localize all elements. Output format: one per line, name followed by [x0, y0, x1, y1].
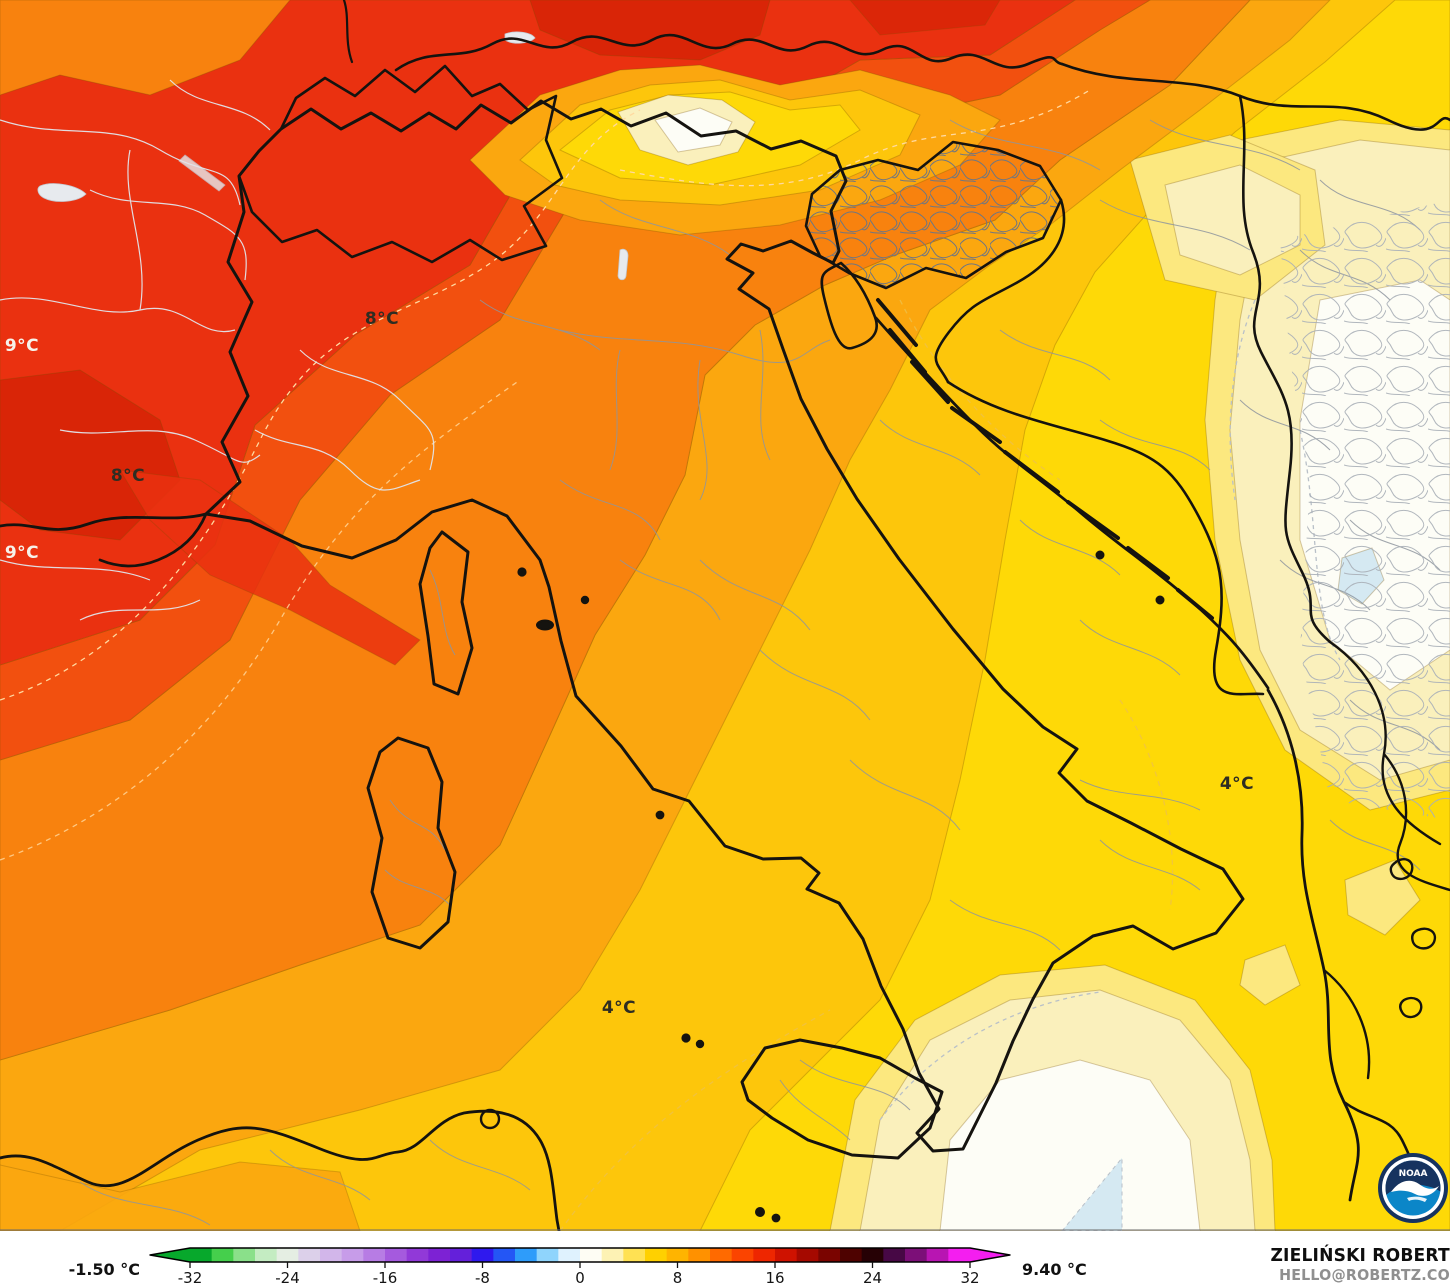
temperature-map: 9°C 8°C 9°C 8°C 4°C 4°C NOAA	[0, 0, 1450, 1231]
sicily-coast	[740, 1038, 944, 1160]
noaa-logo-emblem	[1385, 1160, 1441, 1216]
italy-border	[204, 99, 1245, 1153]
greek-island-3	[1399, 996, 1423, 1019]
svg-text:32: 32	[960, 1269, 979, 1287]
aeolian-dot-1	[681, 1033, 691, 1043]
serbia-mesh	[1280, 200, 1450, 820]
germany-austria-border	[394, 33, 1064, 72]
map-temp-label-0: 9°C	[4, 336, 40, 356]
island-dot-2	[580, 595, 590, 605]
croatia-slovenia-border	[934, 198, 1066, 384]
corsica-coast	[418, 530, 474, 696]
temp-zone-lightyellow-spot2	[1239, 944, 1301, 1006]
north-africa-coast	[0, 1109, 561, 1231]
svg-text:-32: -32	[178, 1269, 203, 1287]
svg-text:-16: -16	[373, 1269, 398, 1287]
island-dot-3	[655, 810, 665, 820]
temp-zone-white-south	[939, 1059, 1201, 1231]
admin-borders-light	[0, 79, 435, 621]
sardinia-coast	[366, 736, 457, 950]
macedonia-borders	[1322, 640, 1450, 1080]
slovenia-border	[804, 140, 1063, 290]
temp-zone-deepred-top	[529, 0, 771, 61]
noaa-seagull-icon	[1391, 1180, 1439, 1196]
svg-text:24: 24	[863, 1269, 882, 1287]
lake-geneva	[37, 183, 87, 202]
contour-dashes	[0, 89, 1341, 1231]
svg-text:-24: -24	[275, 1269, 300, 1287]
island-dot-1	[517, 567, 527, 577]
map-temp-label-5: 4°C	[601, 998, 637, 1018]
slovenia-mesh	[806, 142, 1061, 288]
temp-zone-ice-south	[1061, 1156, 1123, 1231]
map-temp-label-4: 4°C	[1219, 774, 1255, 794]
author-name: ZIELIŃSKI ROBERT	[1270, 1245, 1450, 1267]
svg-text:8: 8	[673, 1269, 683, 1287]
serbia-border	[1238, 94, 1332, 644]
attribution: ZIELIŃSKI ROBERT HELLO@ROBERTZ.CO	[1270, 1245, 1450, 1284]
map-temp-label-2: 9°C	[4, 543, 40, 563]
hungary-border	[1060, 62, 1450, 131]
lake-garda	[617, 248, 629, 281]
french-riviera-coast	[0, 512, 208, 568]
istria-coast	[820, 261, 878, 350]
color-scale-tick-labels: -32 -24 -16 -8 0 8 16 24 32	[178, 1269, 980, 1287]
rhine-border	[342, 0, 354, 64]
temp-zone-deepred-top2	[849, 0, 1001, 36]
legend-strip: -32 -24 -16 -8 0 8 16 24 32 -1.50 °C 9.40 °C ZIE…	[0, 1231, 1450, 1287]
noaa-logo: NOAA	[1378, 1153, 1448, 1223]
svg-text:0: 0	[575, 1269, 585, 1287]
color-scale: -32 -24 -16 -8 0 8 16 24 32 -1.50 °C 9.40 °C	[69, 1247, 1087, 1287]
svg-text:-8: -8	[475, 1269, 490, 1287]
national-borders	[0, 0, 1450, 1231]
temp-zone-orange-nw-corner	[0, 0, 291, 96]
color-scale-ticks	[189, 1262, 971, 1268]
noaa-logo-text: NOAA	[1399, 1169, 1428, 1179]
dash-red-zone	[0, 89, 1091, 701]
author-contact: HELLO@ROBERTZ.CO	[1279, 1265, 1450, 1284]
scale-max-value: 9.40 °C	[1022, 1260, 1087, 1279]
dash-gold-zone	[559, 299, 1174, 1231]
elba-island	[536, 619, 554, 631]
malta-dot-2	[771, 1213, 781, 1223]
map-temp-label-3: 8°C	[364, 309, 400, 329]
temp-zone-tunisia-amber	[0, 1161, 361, 1231]
color-scale-segments	[150, 1248, 1010, 1262]
admin-borders	[79, 119, 1441, 1226]
bosnia-border	[946, 380, 1265, 696]
islands	[517, 298, 1437, 1223]
cap-bon-island	[479, 1108, 501, 1130]
scale-min-value: -1.50 °C	[69, 1260, 140, 1279]
malta-dot-1	[755, 1207, 765, 1217]
switzerland-border	[237, 64, 564, 264]
corfu-island	[1389, 858, 1414, 881]
map-canvas	[0, 0, 1450, 1231]
mesh-overlays	[806, 142, 1450, 820]
map-temp-label-1: 8°C	[110, 466, 146, 486]
greek-island-2	[1411, 927, 1437, 950]
aeolian-dot-2	[695, 1039, 705, 1049]
svg-text:16: 16	[765, 1269, 784, 1287]
